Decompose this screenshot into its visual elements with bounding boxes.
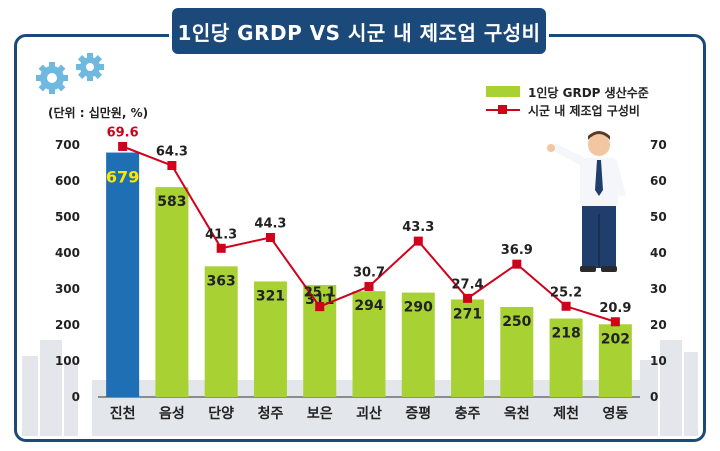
bar-value-label: 218 [551,326,580,342]
y-right-tick: 40 [650,246,667,260]
x-tick-label: 충주 [455,406,481,422]
bar [401,292,435,397]
x-tick-label: 증평 [405,405,431,422]
y-left-tick: 500 [55,210,80,224]
x-tick-label: 옥천 [504,406,530,422]
y-right-tick: 10 [650,354,667,368]
y-left-tick: 100 [55,354,80,368]
line-value-label: 30.7 [353,265,385,280]
x-tick-label: 진천 [110,405,136,422]
bar [598,324,632,397]
line-marker [216,243,226,253]
bar [204,266,238,397]
line-marker [265,233,275,243]
x-tick-label: 괴산 [356,405,382,422]
bar [155,187,189,397]
line-marker [167,161,177,171]
y-right-tick: 0 [650,390,658,404]
x-tick-label: 제천 [553,406,579,422]
line-value-label: 64.3 [156,145,188,160]
businessman-illustration [547,131,626,272]
x-axis-labels: 진천 음성 단양 청주 보은 괴산 증평 충주 옥천 제천 영동 [110,405,629,422]
line-marker [610,317,620,327]
x-tick-label: 보은 [307,406,333,422]
legend-bar-label: 1인당 GRDP 생산수준 [528,86,649,100]
line-value-label: 20.9 [599,301,631,316]
line-value-label: 27.4 [452,277,484,292]
y-left-tick: 400 [55,246,80,260]
legend-line-label: 시군 내 제조업 구성비 [528,104,640,118]
line-marker [561,301,571,311]
bar-value-label: 271 [453,306,482,322]
left-axis: 0 100 200 300 400 500 600 700 [55,138,640,404]
y-right-tick: 60 [650,174,667,188]
unit-label: (단위 : 십만원, %) [48,106,149,120]
title-banner: 1인당 GRDP VS 시군 내 제조업 구성비 [172,8,546,54]
line-value-label: 43.3 [402,220,434,235]
bar [352,291,386,397]
bar-value-label: 294 [354,298,383,314]
line-marker [364,281,374,291]
line-marker [315,302,325,312]
line-marker [118,141,128,151]
y-right-tick: 30 [650,282,667,296]
line-marker [413,236,423,246]
bar [451,299,485,397]
y-right-tick: 20 [650,318,667,332]
bar-value-label: 679 [106,168,139,187]
line-series: 69.6 64.3 41.3 44.3 25.1 30.7 43.3 27.4 36.9 25.2… [107,125,631,327]
gear-icon [36,62,68,94]
y-left-tick: 600 [55,174,80,188]
line-marker [463,293,473,303]
bar-value-label: 321 [256,288,285,304]
chart-title: 1인당 GRDP VS 시군 내 제조업 구성비 [177,20,541,45]
legend-line-marker [498,105,507,114]
line-value-label: 25.2 [550,285,582,300]
line-value-label: 36.9 [501,243,533,258]
bar-value-label: 290 [404,300,433,316]
y-left-tick: 200 [55,318,80,332]
x-tick-label: 영동 [602,405,628,422]
x-tick-label: 단양 [208,405,234,422]
y-left-tick: 300 [55,282,80,296]
bar-value-label: 202 [601,331,630,347]
bar-value-label: 583 [157,194,186,210]
bar [549,318,583,397]
x-tick-label: 청주 [258,406,284,422]
line-value-label: 44.3 [254,217,286,232]
line-marker [512,259,522,269]
legend-bar-swatch [486,86,520,97]
bar-value-label: 363 [207,273,236,289]
line-value-label: 69.6 [107,125,139,140]
y-right-tick: 50 [650,210,667,224]
line-value-label: 41.3 [205,227,237,242]
x-tick-label: 음성 [159,406,185,422]
gear-icon [76,53,104,81]
bar [106,152,140,397]
line-value-label: 25.1 [304,286,336,301]
bar [253,281,287,397]
y-left-tick: 0 [72,390,80,404]
y-right-tick: 70 [650,138,667,152]
y-left-tick: 700 [55,138,80,152]
bar [500,307,534,397]
bar-value-label: 250 [502,314,531,330]
right-axis: 0 10 20 30 40 50 60 70 [650,138,667,404]
